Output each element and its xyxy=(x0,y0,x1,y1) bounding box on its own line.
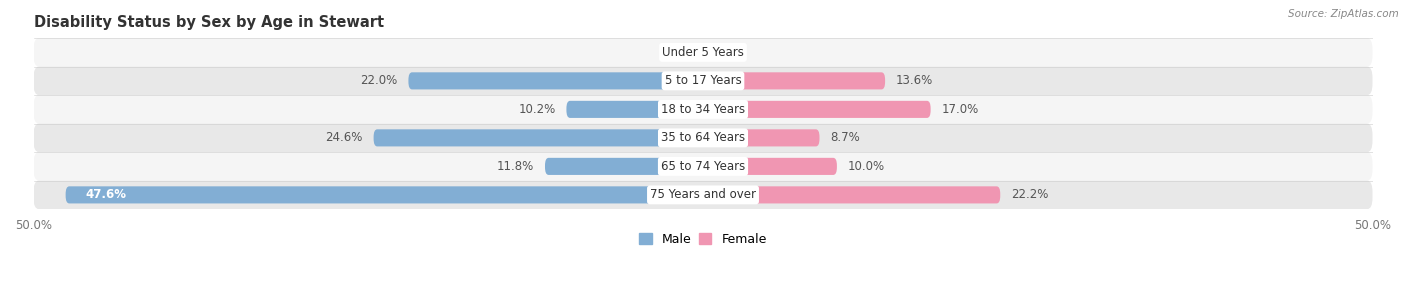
FancyBboxPatch shape xyxy=(374,129,703,146)
Text: 5 to 17 Years: 5 to 17 Years xyxy=(665,74,741,87)
Text: 65 to 74 Years: 65 to 74 Years xyxy=(661,160,745,173)
Text: 10.2%: 10.2% xyxy=(519,103,555,116)
Text: 22.2%: 22.2% xyxy=(1011,188,1049,201)
Text: Disability Status by Sex by Age in Stewart: Disability Status by Sex by Age in Stewa… xyxy=(34,15,384,30)
Text: 8.7%: 8.7% xyxy=(830,131,860,144)
Text: 0.0%: 0.0% xyxy=(714,46,744,59)
Text: 24.6%: 24.6% xyxy=(326,131,363,144)
FancyBboxPatch shape xyxy=(546,158,703,175)
FancyBboxPatch shape xyxy=(567,101,703,118)
FancyBboxPatch shape xyxy=(703,158,837,175)
FancyBboxPatch shape xyxy=(703,129,820,146)
FancyBboxPatch shape xyxy=(66,186,703,203)
Legend: Male, Female: Male, Female xyxy=(634,228,772,251)
Text: Under 5 Years: Under 5 Years xyxy=(662,46,744,59)
Text: 11.8%: 11.8% xyxy=(498,160,534,173)
FancyBboxPatch shape xyxy=(703,72,886,89)
Text: 17.0%: 17.0% xyxy=(942,103,979,116)
Text: 47.6%: 47.6% xyxy=(86,188,127,201)
Text: 75 Years and over: 75 Years and over xyxy=(650,188,756,201)
FancyBboxPatch shape xyxy=(703,101,931,118)
FancyBboxPatch shape xyxy=(408,72,703,89)
FancyBboxPatch shape xyxy=(703,186,1000,203)
FancyBboxPatch shape xyxy=(34,152,1372,181)
Text: Source: ZipAtlas.com: Source: ZipAtlas.com xyxy=(1288,9,1399,19)
FancyBboxPatch shape xyxy=(34,66,1372,95)
FancyBboxPatch shape xyxy=(34,124,1372,152)
Text: 10.0%: 10.0% xyxy=(848,160,884,173)
Text: 13.6%: 13.6% xyxy=(896,74,934,87)
FancyBboxPatch shape xyxy=(34,181,1372,209)
FancyBboxPatch shape xyxy=(34,95,1372,124)
Text: 0.0%: 0.0% xyxy=(662,46,692,59)
Text: 18 to 34 Years: 18 to 34 Years xyxy=(661,103,745,116)
FancyBboxPatch shape xyxy=(34,38,1372,66)
Text: 35 to 64 Years: 35 to 64 Years xyxy=(661,131,745,144)
Text: 22.0%: 22.0% xyxy=(360,74,398,87)
